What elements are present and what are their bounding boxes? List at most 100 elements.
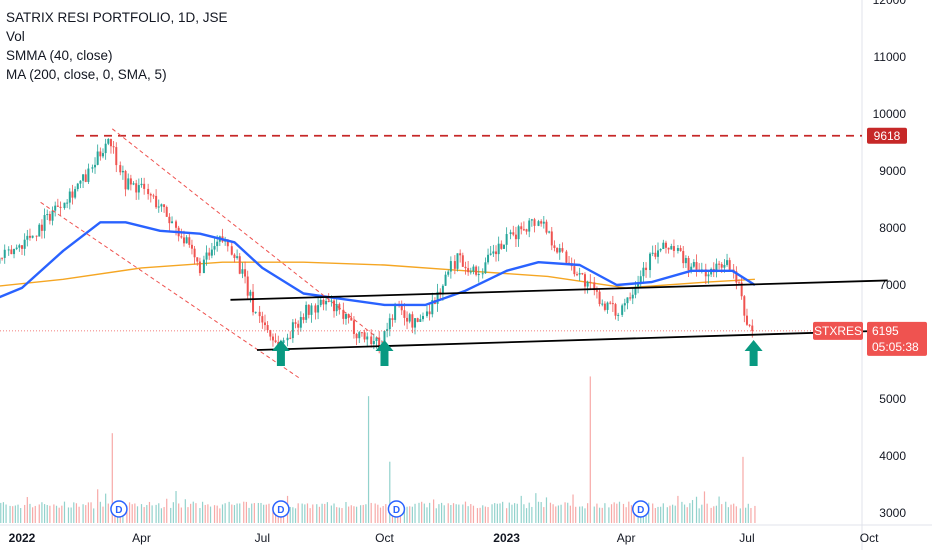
y-tick-label: 5000 [879, 392, 906, 406]
candle-body [29, 236, 31, 238]
volume-bar [137, 506, 138, 523]
volume-bar [692, 500, 693, 523]
volume-bar [543, 507, 544, 523]
candle-body [475, 267, 477, 275]
candle-body [150, 194, 152, 195]
candle-body [721, 264, 723, 268]
candle-body [419, 319, 421, 322]
candle-body [411, 314, 413, 327]
dividend-label: D [393, 505, 400, 516]
candle-body [82, 174, 84, 180]
x-tick-label: 2023 [493, 531, 520, 545]
candle-body [364, 332, 366, 339]
volume-bar [564, 502, 565, 523]
volume-bar [619, 502, 620, 523]
candle-body [166, 207, 168, 217]
volume-bar [584, 508, 585, 523]
volume-bar [181, 508, 182, 523]
candle-body [696, 262, 698, 270]
volume-bar [82, 504, 83, 523]
candle-body [746, 316, 748, 325]
candle-body [596, 290, 598, 292]
candle-body [540, 221, 542, 223]
candle-body [599, 292, 601, 304]
volume-bar [380, 508, 381, 523]
candle-body [668, 248, 670, 250]
support-trendline [257, 331, 888, 350]
volume-bar [553, 504, 554, 523]
candle-body [528, 221, 530, 232]
volume-bar [385, 504, 386, 523]
last-price-label: 6195 [872, 324, 899, 338]
volume-bar [100, 502, 101, 523]
channel-line-upper [112, 129, 390, 348]
candle-body [46, 214, 48, 215]
volume-bar [745, 508, 746, 523]
volume-bar [468, 506, 469, 523]
candle-body [69, 192, 71, 203]
candle-body [214, 246, 216, 249]
volume-bar [59, 508, 60, 523]
candle-body [353, 321, 355, 334]
candle-body [236, 256, 238, 258]
volume-bar [429, 503, 430, 523]
candle-body [135, 183, 137, 192]
volume-bar [339, 508, 340, 523]
candle-body [548, 231, 550, 232]
candle-body [24, 240, 26, 249]
candle-body [624, 303, 626, 305]
candle-body [130, 178, 132, 184]
candle-body [472, 267, 474, 272]
candle-body [264, 322, 266, 325]
candle-body [515, 235, 517, 240]
candle-body [85, 174, 87, 182]
candle-body [450, 261, 452, 271]
candle-body [649, 254, 651, 270]
volume-bar [611, 504, 612, 523]
candle-body [87, 169, 89, 182]
volume-bar [39, 504, 40, 523]
volume-bar [371, 503, 372, 523]
candle-body [589, 282, 591, 283]
volume-bar [672, 505, 673, 523]
volume-bar [558, 505, 559, 523]
volume-bar [602, 508, 603, 523]
volume-bar [170, 508, 171, 523]
volume-bar [254, 503, 255, 523]
candle-body [729, 260, 731, 270]
candle-body [464, 267, 466, 268]
candle-body [199, 262, 201, 274]
volume-bar [491, 504, 492, 523]
volume-bar [365, 504, 366, 523]
volume-bar [730, 505, 731, 523]
volume-bar [44, 504, 45, 523]
candle-body [26, 236, 28, 240]
volume-bar [363, 505, 364, 523]
candle-body [459, 253, 461, 255]
volume-bar [681, 502, 682, 523]
candle-body [403, 310, 405, 318]
candle-body [60, 207, 62, 208]
x-tick-label: Apr [617, 531, 636, 545]
legend-smma: SMMA (40, close) [6, 46, 228, 65]
volume-bar [193, 502, 194, 523]
volume-bar [173, 502, 174, 523]
candle-body [538, 221, 540, 226]
candle-body [626, 297, 628, 303]
candle-body [188, 237, 190, 245]
candle-body [559, 248, 561, 252]
candle-body [688, 258, 690, 270]
candle-body [531, 219, 533, 220]
candle-body [141, 184, 143, 185]
candle-body [231, 246, 233, 254]
volume-bar [68, 507, 69, 523]
volume-bar [514, 503, 515, 523]
volume-bar [409, 506, 410, 523]
candle-body [358, 332, 360, 338]
volume-bar [750, 508, 751, 523]
candle-body [310, 305, 312, 314]
volume-bar [243, 502, 244, 523]
volume-bar [144, 507, 145, 523]
candle-body [457, 253, 459, 269]
volume-bar [517, 504, 518, 523]
